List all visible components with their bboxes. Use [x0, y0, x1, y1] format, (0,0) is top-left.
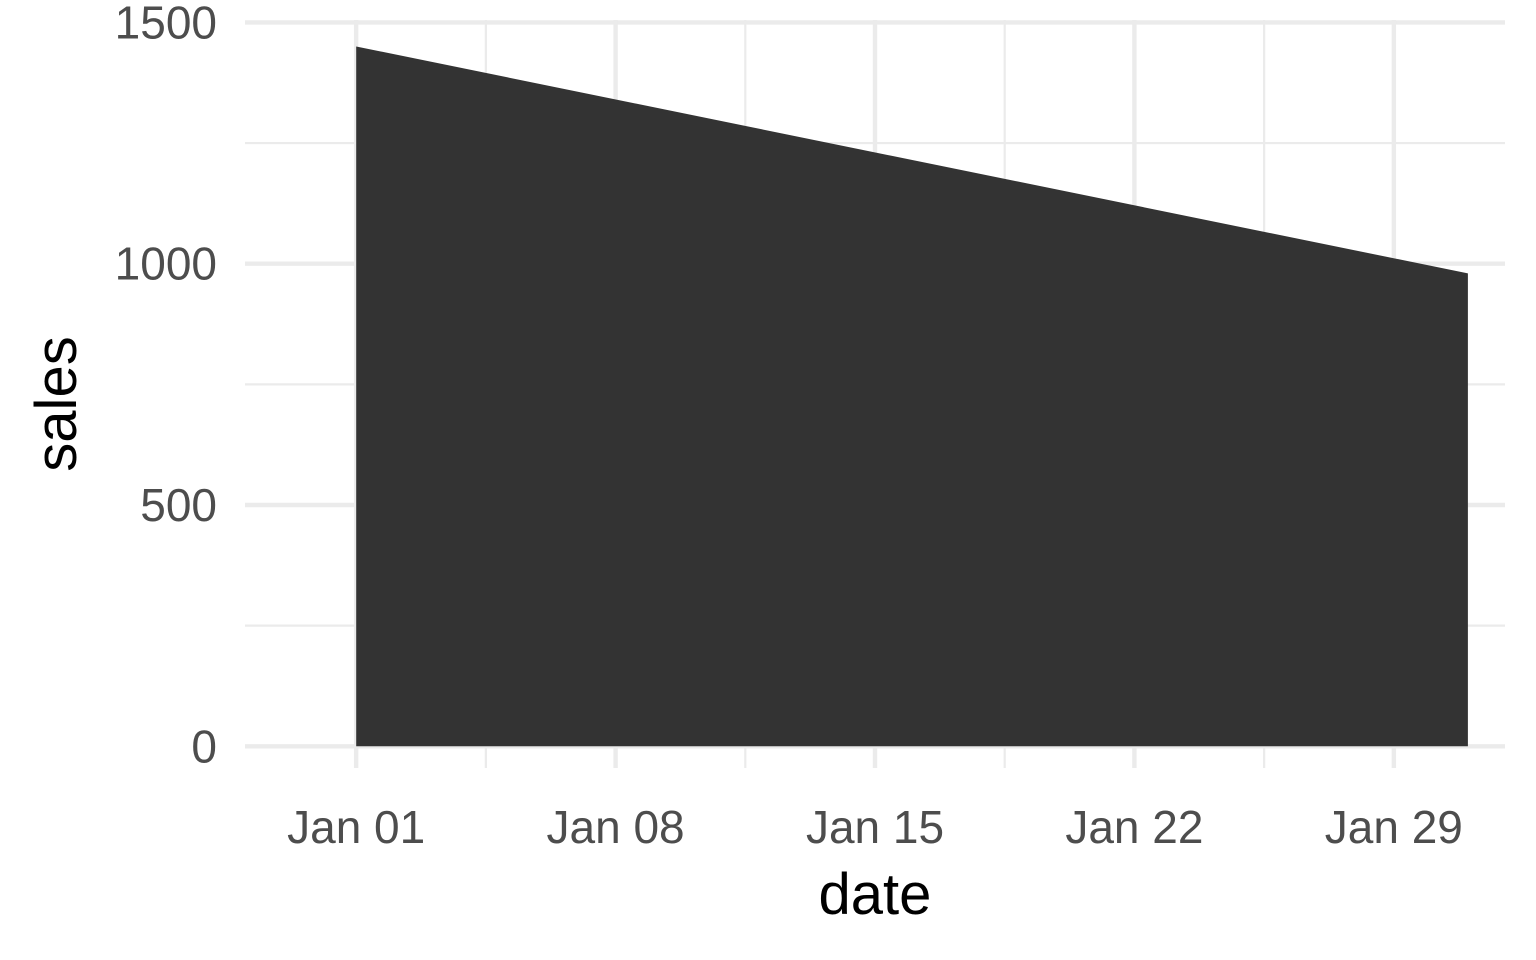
x-tick-label: Jan 15	[806, 801, 944, 853]
y-tick-label: 500	[140, 479, 217, 531]
y-tick-label: 1000	[115, 238, 217, 290]
y-axis-ticks: 0 500 1000 1500	[115, 0, 217, 772]
x-axis-ticks: Jan 01 Jan 08 Jan 15 Jan 22 Jan 29	[287, 801, 1463, 853]
x-tick-label: Jan 08	[547, 801, 685, 853]
x-tick-label: Jan 01	[287, 801, 425, 853]
x-axis-title: date	[819, 862, 932, 927]
area-series	[356, 46, 1468, 747]
y-axis-title: sales	[24, 336, 89, 471]
x-tick-label: Jan 29	[1325, 801, 1463, 853]
plot-area	[356, 46, 1468, 747]
y-tick-label: 0	[191, 720, 217, 772]
y-tick-label: 1500	[115, 0, 217, 48]
x-tick-label: Jan 22	[1065, 801, 1203, 853]
